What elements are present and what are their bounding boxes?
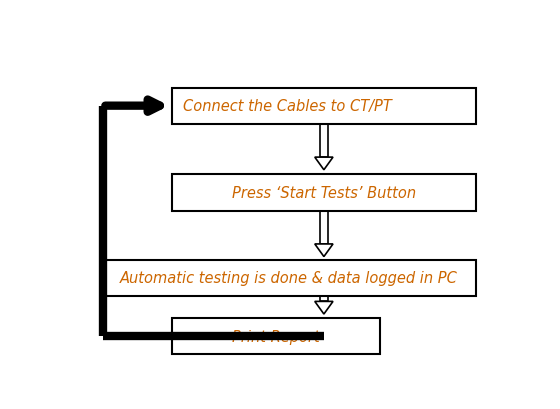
Polygon shape (320, 296, 328, 302)
FancyBboxPatch shape (172, 318, 380, 355)
Text: Print Report: Print Report (232, 329, 320, 344)
FancyBboxPatch shape (172, 88, 476, 125)
Polygon shape (315, 302, 333, 314)
FancyBboxPatch shape (102, 260, 476, 296)
Polygon shape (315, 244, 333, 257)
Text: Connect the Cables to CT/PT: Connect the Cables to CT/PT (183, 99, 391, 114)
FancyBboxPatch shape (172, 175, 476, 211)
Text: Press ‘Start Tests’ Button: Press ‘Start Tests’ Button (232, 186, 416, 201)
Polygon shape (320, 125, 328, 158)
Text: Automatic testing is done & data logged in PC: Automatic testing is done & data logged … (120, 271, 458, 285)
Polygon shape (315, 158, 333, 170)
Polygon shape (320, 211, 328, 244)
